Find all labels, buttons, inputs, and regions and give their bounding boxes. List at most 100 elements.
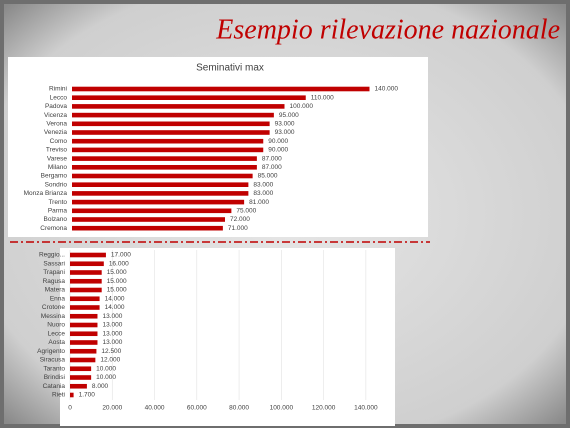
value-label: 13.000 xyxy=(102,330,122,337)
y-tick-label: Parma xyxy=(48,208,68,215)
bar xyxy=(70,366,92,372)
x-tick-label: 80.000 xyxy=(229,405,249,412)
y-tick-label: Sassari xyxy=(43,260,65,267)
bar xyxy=(72,112,274,118)
y-tick-label: Reggio... xyxy=(39,252,65,259)
value-label: 15.000 xyxy=(107,278,127,285)
value-label: 87.000 xyxy=(262,155,282,162)
value-label: 13.000 xyxy=(102,322,122,329)
value-label: 90.000 xyxy=(268,147,288,154)
bar xyxy=(70,392,74,398)
value-label: 16.000 xyxy=(109,260,129,267)
chart-area xyxy=(60,248,395,426)
value-label: 93.000 xyxy=(275,121,295,128)
x-tick-label: 140.000 xyxy=(354,405,378,412)
y-tick-label: Agrigento xyxy=(37,348,65,355)
slide-title: Esempio rilevazione nazionale xyxy=(215,14,560,45)
y-tick-label: Aosta xyxy=(48,339,65,346)
y-tick-label: Taranto xyxy=(43,365,65,372)
bar xyxy=(70,305,100,310)
value-label: 71.000 xyxy=(228,225,248,232)
y-tick-label: Siracusa xyxy=(40,357,66,364)
value-label: 83.000 xyxy=(253,181,273,188)
y-tick-label: Verona xyxy=(46,121,67,128)
value-label: 14.000 xyxy=(105,304,125,311)
y-tick-label: Lecco xyxy=(50,94,68,101)
x-tick-label: 100.000 xyxy=(270,405,294,412)
value-label: 17.000 xyxy=(111,252,131,259)
y-tick-label: Sondrio xyxy=(45,181,68,188)
y-tick-label: Vicenza xyxy=(44,112,67,119)
y-tick-label: Trapani xyxy=(43,269,65,276)
bar xyxy=(72,95,306,100)
bar xyxy=(72,182,249,187)
bar xyxy=(72,147,264,153)
y-tick-label: Crotone xyxy=(42,304,66,311)
value-label: 85.000 xyxy=(258,173,278,180)
y-tick-label: Treviso xyxy=(46,147,67,154)
value-label: 72.000 xyxy=(230,216,250,223)
y-tick-label: Lecce xyxy=(48,330,66,337)
bar xyxy=(72,217,225,222)
bar xyxy=(70,270,102,275)
y-tick-label: Rieti xyxy=(52,392,65,399)
y-tick-label: Ragusa xyxy=(43,278,66,285)
bar xyxy=(70,340,98,345)
y-tick-label: Enna xyxy=(50,295,66,302)
y-tick-label: Milano xyxy=(48,164,68,171)
value-label: 10.000 xyxy=(96,365,116,372)
y-tick-label: Bolzano xyxy=(44,216,68,223)
bar xyxy=(70,375,92,380)
value-label: 1.700 xyxy=(79,392,96,399)
bar xyxy=(72,86,370,92)
value-label: 10.000 xyxy=(96,374,116,381)
value-label: 12.500 xyxy=(101,348,121,355)
y-tick-label: Bergamo xyxy=(41,173,68,180)
bar xyxy=(72,130,270,135)
y-tick-label: Monza Brianza xyxy=(24,190,68,197)
bar xyxy=(70,331,98,337)
chart-title: Seminativi max xyxy=(196,63,264,74)
value-label: 95.000 xyxy=(279,112,299,119)
y-tick-label: Como xyxy=(50,138,68,145)
x-tick-label: 20.000 xyxy=(102,405,122,412)
bar xyxy=(72,104,285,109)
y-tick-label: Venezia xyxy=(44,129,68,136)
value-label: 15.000 xyxy=(107,287,127,294)
value-label: 8.000 xyxy=(92,383,109,390)
value-label: 83.000 xyxy=(253,190,273,197)
value-label: 81.000 xyxy=(249,199,269,206)
bar xyxy=(72,156,257,161)
y-tick-label: Matera xyxy=(45,287,66,294)
value-label: 13.000 xyxy=(102,313,122,320)
y-tick-label: Trento xyxy=(48,199,67,206)
value-label: 15.000 xyxy=(107,269,127,276)
value-label: 13.000 xyxy=(102,339,122,346)
x-tick-label: 0 xyxy=(68,405,72,412)
y-tick-label: Brindisi xyxy=(44,374,65,381)
y-tick-label: Catania xyxy=(43,383,66,390)
y-tick-label: Nuoro xyxy=(47,322,65,329)
bar xyxy=(70,252,106,258)
value-label: 12.000 xyxy=(100,357,120,364)
y-tick-label: Cremona xyxy=(40,225,67,232)
value-label: 87.000 xyxy=(262,164,282,171)
bar xyxy=(72,225,223,231)
value-label: 100.000 xyxy=(290,103,314,110)
value-label: 93.000 xyxy=(275,129,295,136)
bar xyxy=(70,383,87,389)
x-tick-label: 40.000 xyxy=(145,405,165,412)
value-label: 90.000 xyxy=(268,138,288,145)
bar xyxy=(72,121,270,127)
bar xyxy=(70,313,98,319)
value-label: 110.000 xyxy=(311,94,334,101)
y-tick-label: Rimini xyxy=(49,86,67,93)
bar xyxy=(72,138,264,144)
y-tick-label: Varese xyxy=(47,155,67,162)
y-tick-label: Padova xyxy=(45,103,67,110)
bar xyxy=(72,199,245,205)
x-tick-label: 60.000 xyxy=(187,405,207,412)
bar xyxy=(70,278,102,284)
bar xyxy=(70,348,97,354)
